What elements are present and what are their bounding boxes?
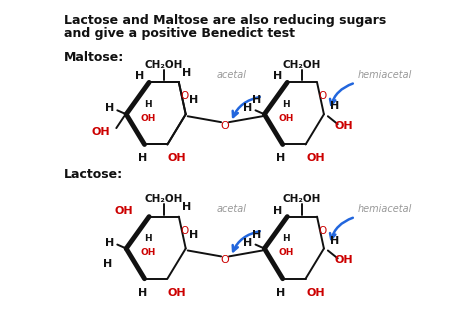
Text: H: H: [105, 103, 114, 113]
Text: H: H: [243, 238, 253, 248]
Text: H: H: [276, 153, 285, 163]
Text: H: H: [138, 288, 147, 298]
Text: H: H: [144, 234, 152, 243]
Text: OH: OH: [334, 255, 353, 265]
Text: H: H: [276, 288, 285, 298]
Text: O: O: [221, 121, 229, 131]
Text: OH: OH: [306, 153, 325, 163]
Text: H: H: [252, 230, 261, 240]
Text: H: H: [273, 72, 282, 82]
Text: OH: OH: [334, 121, 353, 131]
Text: H: H: [105, 238, 114, 248]
Text: OH: OH: [279, 248, 294, 257]
Text: H: H: [283, 100, 290, 109]
Text: OH: OH: [92, 127, 110, 137]
Text: O: O: [180, 226, 188, 236]
Text: H: H: [252, 95, 261, 106]
Text: H: H: [144, 100, 152, 109]
Text: Lactose:: Lactose:: [64, 168, 123, 181]
Text: H: H: [330, 236, 339, 246]
Text: H: H: [283, 234, 290, 243]
Text: hemiacetal: hemiacetal: [358, 70, 412, 80]
Text: H: H: [189, 95, 198, 106]
Text: H: H: [243, 103, 253, 113]
Text: H: H: [189, 230, 198, 240]
Text: OH: OH: [140, 248, 156, 257]
Text: OH: OH: [168, 153, 187, 163]
Text: acetal: acetal: [217, 204, 247, 214]
Text: OH: OH: [168, 288, 187, 298]
Text: H: H: [182, 202, 191, 212]
Text: CH₂OH: CH₂OH: [145, 194, 183, 204]
Text: Maltose:: Maltose:: [64, 51, 124, 64]
Text: H: H: [135, 72, 144, 82]
Text: Lactose and Maltose are also reducing sugars: Lactose and Maltose are also reducing su…: [64, 14, 386, 27]
Text: H: H: [138, 153, 147, 163]
Text: CH₂OH: CH₂OH: [283, 194, 321, 204]
Text: H: H: [103, 259, 112, 269]
Text: H: H: [182, 67, 191, 77]
Text: O: O: [319, 91, 327, 101]
Text: H: H: [273, 206, 282, 216]
Text: O: O: [221, 255, 229, 265]
Text: OH: OH: [115, 206, 133, 216]
Text: OH: OH: [306, 288, 325, 298]
Text: O: O: [180, 91, 188, 101]
Text: CH₂OH: CH₂OH: [283, 60, 321, 70]
Text: O: O: [319, 226, 327, 236]
Text: OH: OH: [279, 114, 294, 123]
Text: OH: OH: [140, 114, 156, 123]
Text: CH₂OH: CH₂OH: [145, 60, 183, 70]
Text: acetal: acetal: [217, 70, 247, 80]
Text: hemiacetal: hemiacetal: [358, 204, 412, 214]
Text: and give a positive Benedict test: and give a positive Benedict test: [64, 27, 295, 40]
Text: H: H: [330, 101, 339, 112]
